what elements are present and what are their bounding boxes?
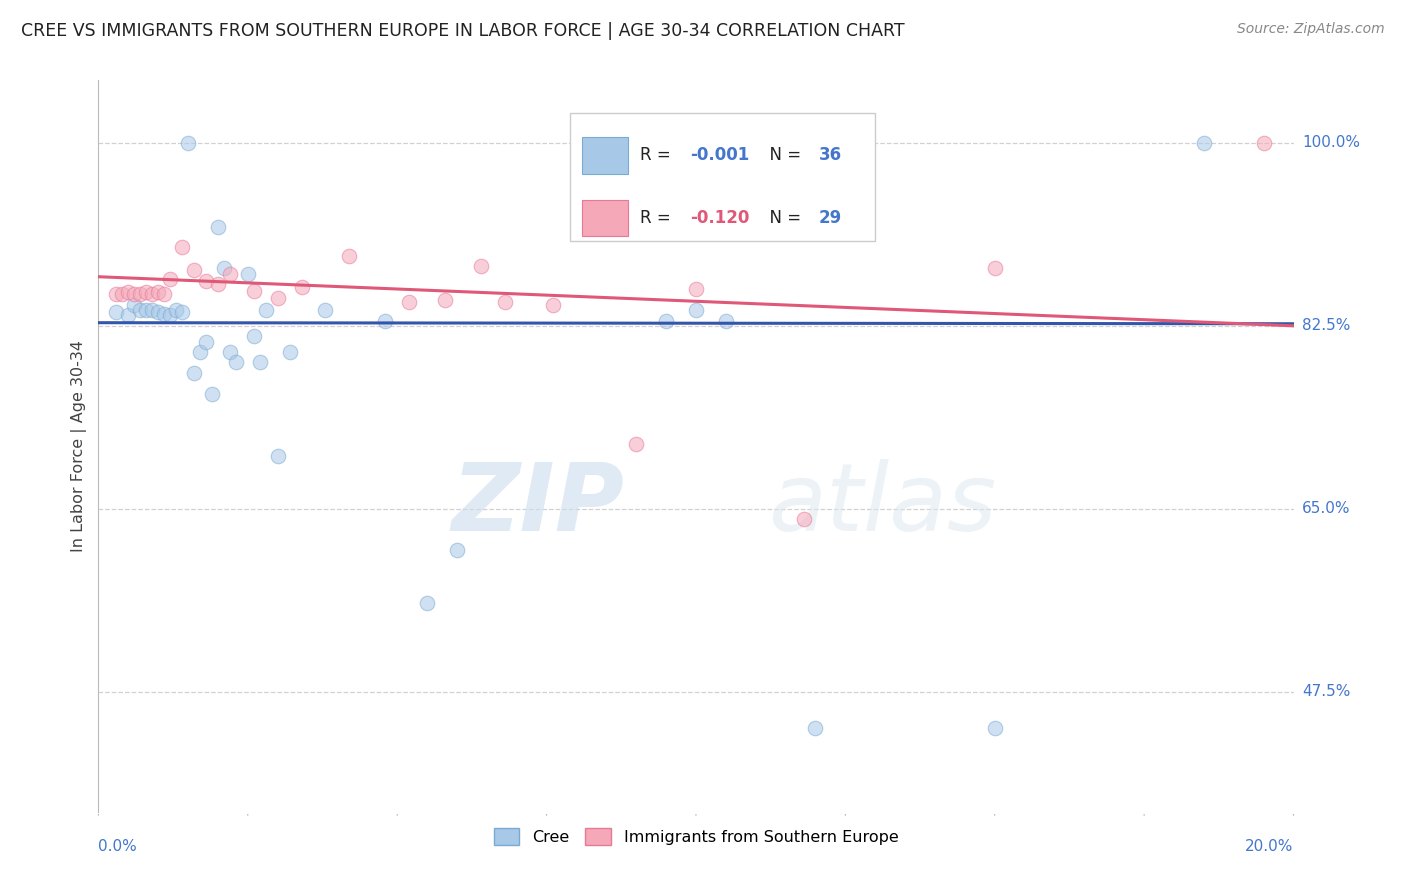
Point	[105, 305, 128, 319]
Point	[207, 219, 229, 234]
Legend: Cree, Immigrants from Southern Europe: Cree, Immigrants from Southern Europe	[488, 822, 904, 851]
Y-axis label: In Labor Force | Age 30-34: In Labor Force | Age 30-34	[72, 340, 87, 552]
Point	[714, 313, 737, 327]
Text: 29: 29	[820, 209, 842, 227]
Point	[243, 329, 266, 343]
Point	[434, 293, 457, 307]
Point	[984, 721, 1007, 735]
Point	[1253, 136, 1275, 150]
Point	[541, 298, 564, 312]
Text: 36: 36	[820, 146, 842, 164]
Point	[398, 294, 420, 309]
Point	[267, 291, 290, 305]
Point	[129, 287, 152, 301]
Point	[416, 596, 439, 610]
Point	[339, 249, 361, 263]
Text: 82.5%: 82.5%	[1302, 318, 1350, 334]
Point	[124, 298, 146, 312]
Text: atlas: atlas	[768, 459, 995, 550]
Point	[188, 345, 211, 359]
Point	[446, 543, 468, 558]
FancyBboxPatch shape	[582, 200, 628, 236]
Point	[141, 303, 163, 318]
Point	[685, 282, 707, 296]
Point	[249, 355, 271, 369]
Point	[201, 386, 224, 401]
Point	[626, 437, 648, 451]
Text: 100.0%: 100.0%	[1302, 136, 1360, 151]
Point	[984, 261, 1007, 276]
Point	[1192, 136, 1215, 150]
Point	[117, 285, 139, 300]
Point	[243, 285, 266, 299]
Point	[804, 721, 827, 735]
Point	[111, 287, 134, 301]
Text: R =: R =	[640, 146, 676, 164]
Point	[135, 285, 157, 300]
Point	[172, 240, 194, 254]
FancyBboxPatch shape	[582, 137, 628, 174]
Text: 65.0%: 65.0%	[1302, 501, 1350, 516]
Text: 20.0%: 20.0%	[1246, 839, 1294, 855]
Point	[183, 366, 205, 380]
Point	[291, 280, 314, 294]
Point	[159, 272, 181, 286]
Point	[165, 303, 187, 318]
Point	[685, 303, 707, 318]
Text: 47.5%: 47.5%	[1302, 684, 1350, 699]
Text: ZIP: ZIP	[451, 458, 624, 550]
Point	[159, 309, 181, 323]
Point	[793, 512, 815, 526]
Point	[212, 261, 235, 276]
Point	[254, 303, 277, 318]
Point	[225, 355, 247, 369]
Point	[124, 287, 146, 301]
Text: CREE VS IMMIGRANTS FROM SOUTHERN EUROPE IN LABOR FORCE | AGE 30-34 CORRELATION C: CREE VS IMMIGRANTS FROM SOUTHERN EUROPE …	[21, 22, 904, 40]
Point	[135, 303, 157, 318]
Point	[374, 313, 396, 327]
Text: R =: R =	[640, 209, 676, 227]
Point	[470, 260, 492, 274]
Text: -0.120: -0.120	[690, 209, 749, 227]
Text: -0.001: -0.001	[690, 146, 749, 164]
Point	[195, 334, 218, 349]
Point	[183, 263, 205, 277]
Point	[207, 277, 229, 291]
Point	[172, 305, 194, 319]
Point	[141, 287, 163, 301]
Point	[195, 274, 218, 288]
Point	[177, 136, 200, 150]
Point	[267, 450, 290, 464]
Point	[494, 294, 516, 309]
Text: Source: ZipAtlas.com: Source: ZipAtlas.com	[1237, 22, 1385, 37]
Text: N =: N =	[759, 146, 807, 164]
Text: N =: N =	[759, 209, 807, 227]
Point	[655, 313, 678, 327]
Point	[236, 267, 259, 281]
Point	[153, 307, 176, 321]
Point	[153, 287, 176, 301]
Point	[148, 285, 170, 300]
Point	[219, 267, 242, 281]
Point	[278, 345, 301, 359]
Point	[219, 345, 242, 359]
Point	[105, 287, 128, 301]
FancyBboxPatch shape	[571, 113, 876, 241]
Point	[315, 303, 337, 318]
Point	[129, 303, 152, 318]
Point	[148, 305, 170, 319]
Text: 0.0%: 0.0%	[98, 839, 138, 855]
Point	[117, 309, 139, 323]
